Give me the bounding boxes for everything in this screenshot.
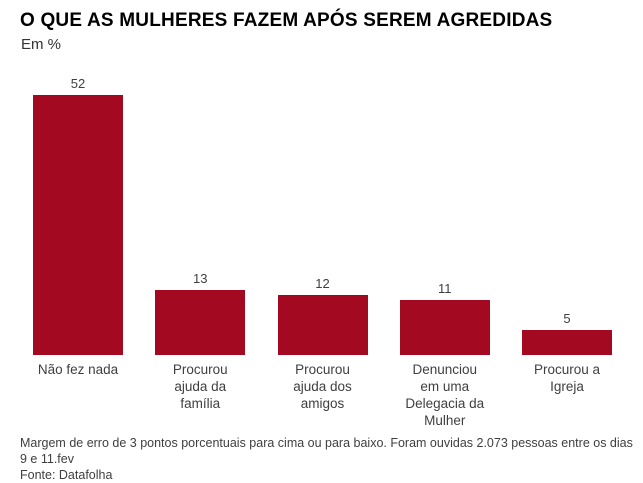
- footnote-methodology: Margem de erro de 3 pontos porcentuais p…: [20, 436, 633, 466]
- category-label-igreja: Procurou a Igreja: [533, 362, 601, 394]
- bar-value-label: 5: [563, 311, 571, 326]
- footnote-source: Fonte: Datafolha: [20, 468, 113, 482]
- bar-column-ajuda-amigos: 12: [277, 276, 368, 355]
- bar-nao-fez-nada: [33, 95, 123, 355]
- bar-column-ajuda-familia: 13: [155, 271, 246, 355]
- bar-ajuda-familia: [155, 290, 246, 355]
- footnote: Margem de erro de 3 pontos porcentuais p…: [20, 435, 643, 483]
- bar-column-delegacia: 11: [399, 281, 490, 355]
- bar-value-label: 11: [438, 281, 452, 296]
- bar-column-nao-fez-nada: 52: [33, 76, 123, 355]
- category-labels-row: Não fez nada Procurou ajuda da família P…: [33, 361, 612, 429]
- bar-value-label: 12: [315, 276, 330, 291]
- bar-value-label: 13: [193, 271, 208, 286]
- bar-column-igreja: 5: [522, 311, 612, 355]
- bar-chart: 52 13 12 11 5: [33, 70, 612, 355]
- category-label-nao-fez-nada: Não fez nada: [37, 362, 119, 377]
- category-label-delegacia: Denunciou em uma Delegacia da Mulher: [405, 362, 485, 428]
- bar-value-label: 52: [70, 76, 86, 91]
- chart-subtitle: Em %: [21, 36, 62, 53]
- bar-ajuda-amigos: [277, 295, 368, 355]
- category-label-ajuda-familia: Procurou ajuda da família: [172, 362, 228, 411]
- bar-delegacia: [399, 300, 490, 355]
- category-label-ajuda-amigos: Procurou ajuda dos amigos: [293, 362, 352, 411]
- chart-title: O QUE AS MULHERES FAZEM APÓS SEREM AGRED…: [20, 10, 553, 31]
- bar-igreja: [522, 330, 612, 355]
